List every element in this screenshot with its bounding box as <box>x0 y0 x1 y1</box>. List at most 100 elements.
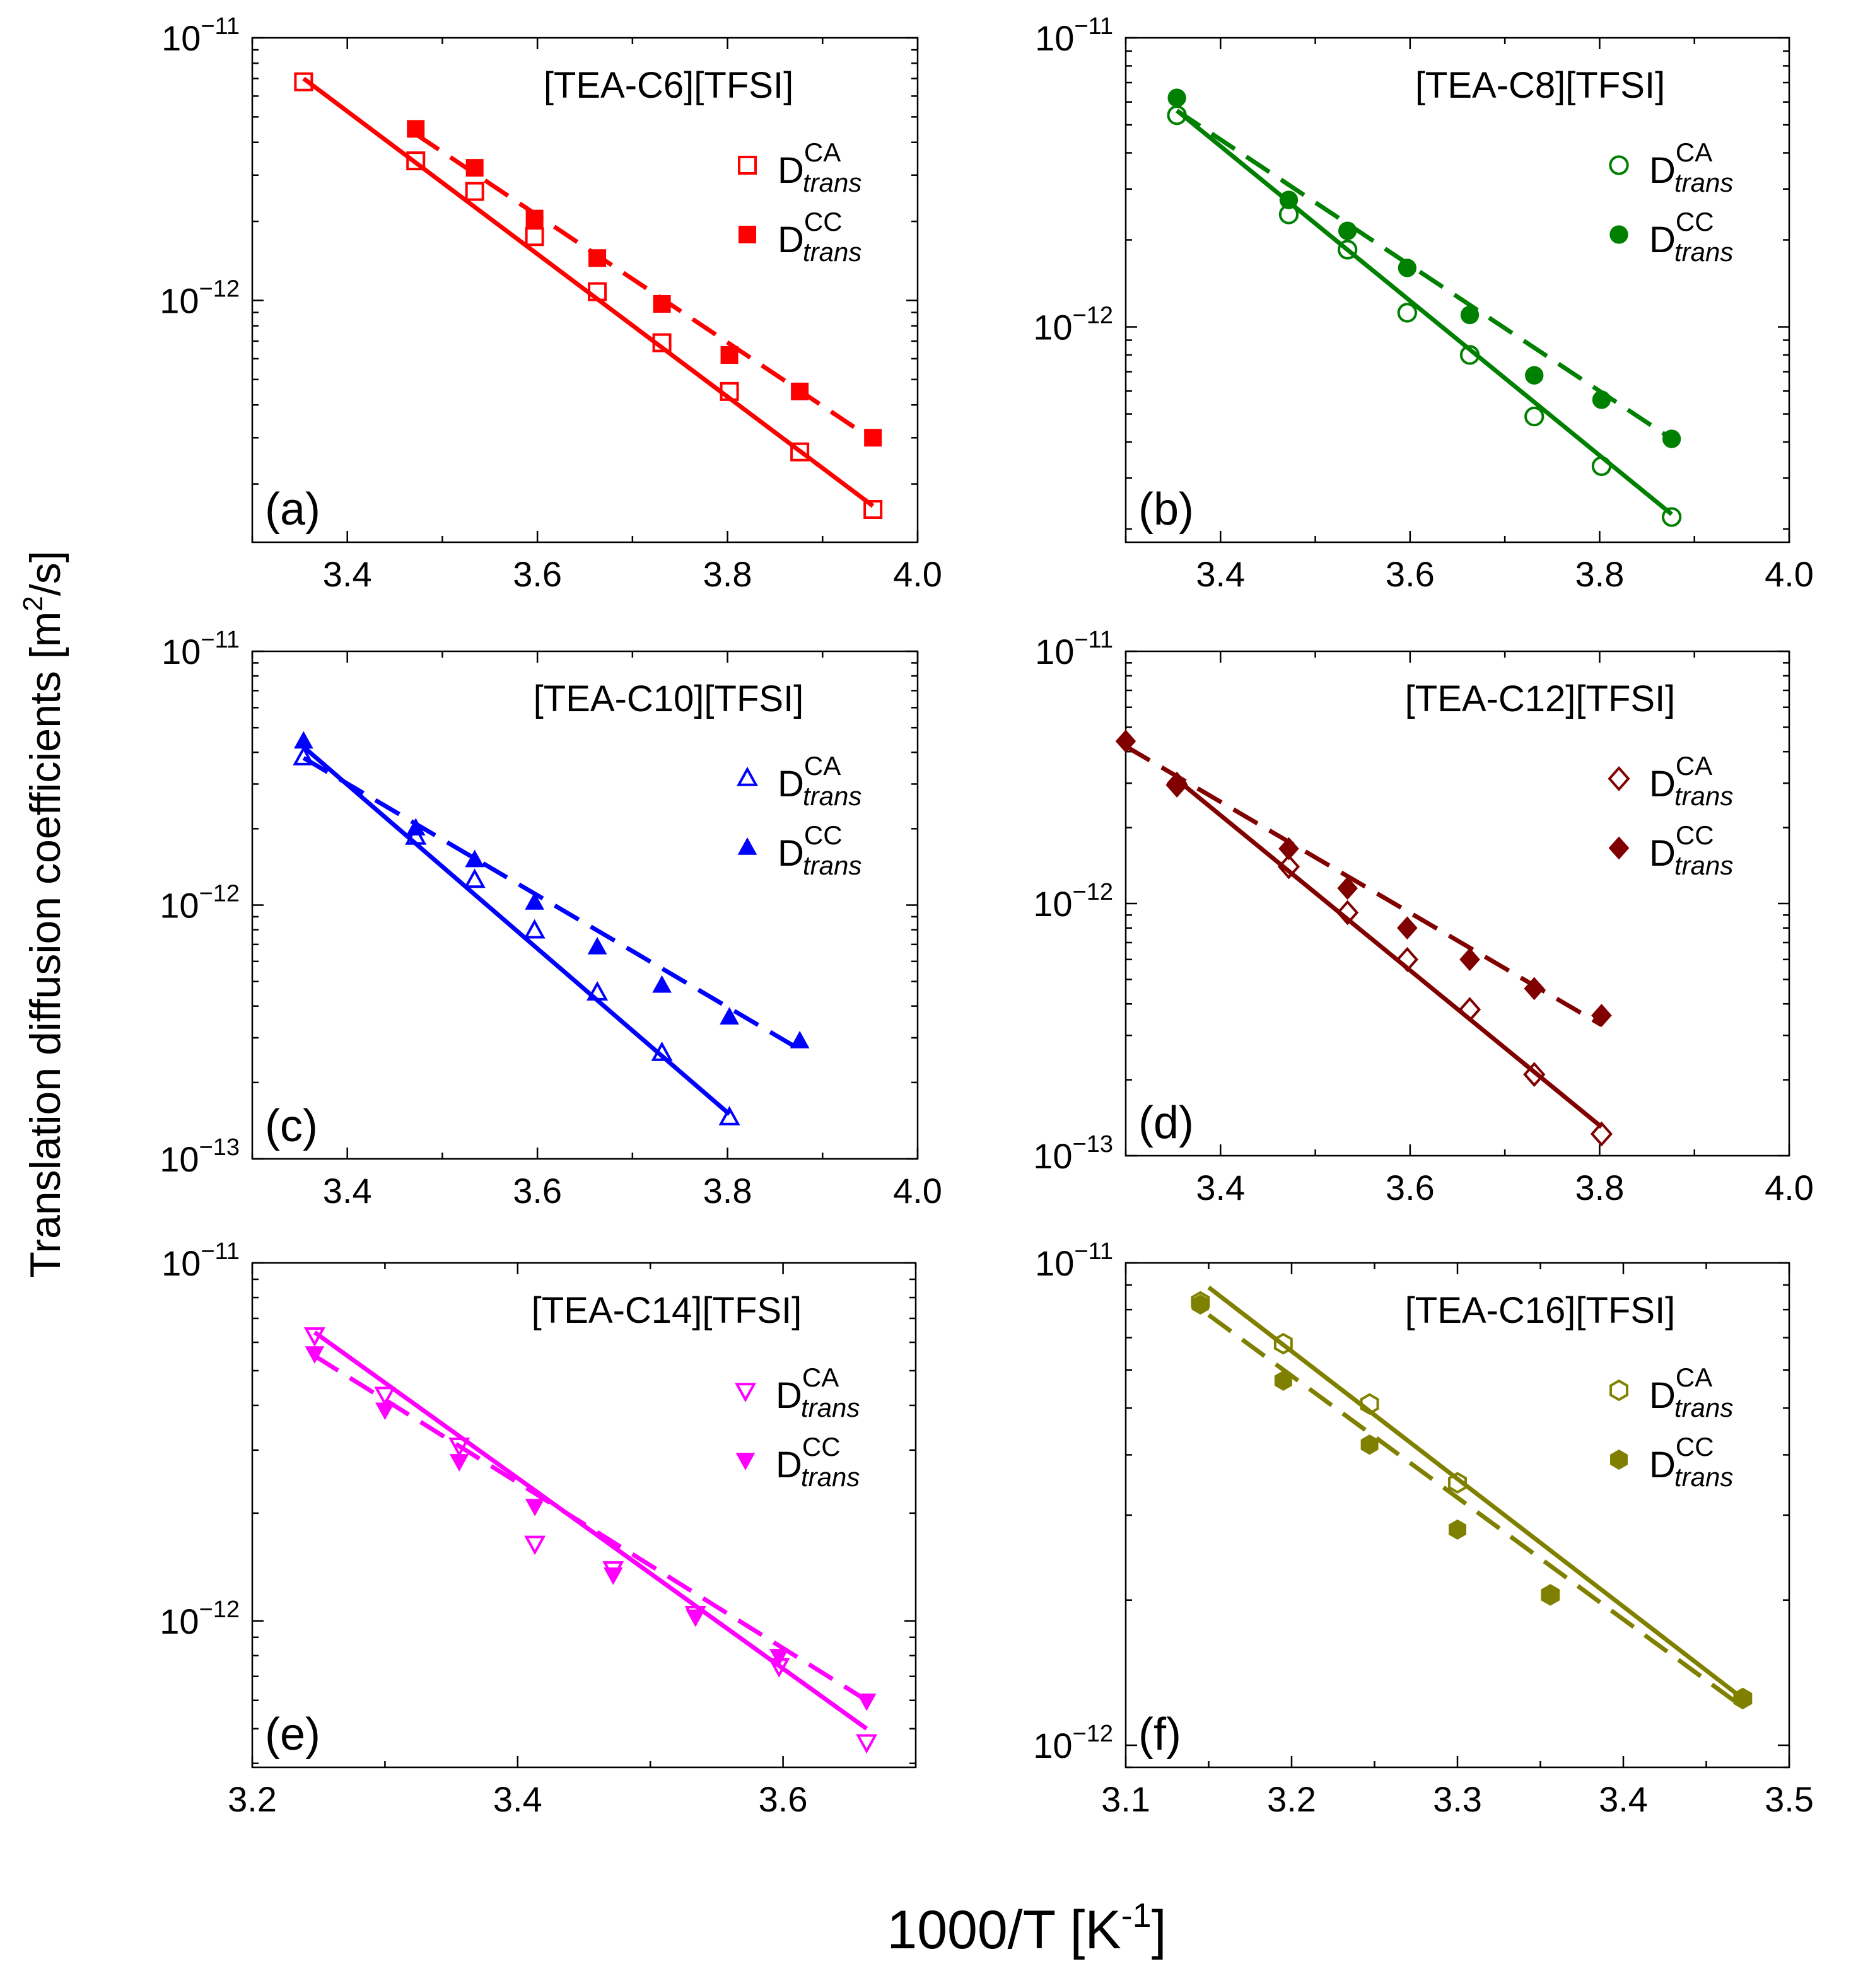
cc-data-point <box>1662 429 1681 448</box>
y-tick-label-base: 10 <box>161 632 201 671</box>
fit-line-solid-ca <box>1175 108 1673 516</box>
ca-data-point <box>406 151 426 171</box>
y-tick-label-base: 10 <box>1033 308 1072 347</box>
cc-data-point <box>1191 1294 1210 1315</box>
x-tick-label: 3.2 <box>1267 1779 1316 1819</box>
legend-label: DCA trans <box>778 751 861 811</box>
ca-data-point <box>652 333 672 352</box>
x-tick-label: 3.6 <box>1386 554 1435 594</box>
y-tick-label: 10−11 <box>161 1238 240 1283</box>
ca-data-point <box>1336 900 1359 926</box>
cc-data-point <box>720 1007 739 1025</box>
panel-title: [TEA-C14][TFSI] <box>532 1290 802 1331</box>
fit-line-dashed-cc <box>1124 744 1603 1027</box>
y-tick-label-exp: −12 <box>199 276 240 302</box>
legend-label-sub: trans <box>1674 1393 1733 1422</box>
x-tick-label: 3.1 <box>1101 1779 1150 1819</box>
ca-data-point <box>718 1105 740 1125</box>
x-tick-label: 3.5 <box>1765 1779 1814 1819</box>
y-tick-label-exp: −11 <box>1074 1238 1113 1265</box>
panel-title: [TEA-C10][TFSI] <box>534 678 804 719</box>
cc-data-point <box>1459 948 1480 972</box>
panel-title: [TEA-C8][TFSI] <box>1415 65 1665 106</box>
y-tick-label: 10−12 <box>1033 1721 1113 1765</box>
cc-data-point <box>465 849 485 868</box>
legend-label-base: D <box>778 833 804 874</box>
ca-data-point <box>587 980 609 1001</box>
ca-data-point <box>374 1386 396 1407</box>
y-tick-label: 10−11 <box>161 13 240 58</box>
cc-data-point <box>791 382 809 400</box>
legend-label: DCC trans <box>1649 207 1733 267</box>
ca-data-point <box>1661 507 1682 527</box>
y-tick-label-exp: −12 <box>1073 303 1113 329</box>
cc-data-point <box>790 1030 810 1049</box>
y-tick-label-exp: −13 <box>199 1134 240 1161</box>
ca-data-point <box>464 868 486 888</box>
legend-label-sup: CA <box>1676 1363 1712 1392</box>
y-tick-label: 10−11 <box>1035 1238 1113 1283</box>
cc-data-point <box>1524 977 1545 1001</box>
ca-data-point <box>1273 1332 1293 1355</box>
x-tick-label: 3.4 <box>1196 554 1245 594</box>
legend-label-sup: CA <box>804 137 841 167</box>
cc-data-point <box>525 892 544 910</box>
cc-data-point <box>686 1609 706 1627</box>
legend-label-sub: trans <box>803 168 861 197</box>
plot-frame <box>251 1262 917 1769</box>
cc-data-point <box>1360 1434 1379 1455</box>
y-axis-label-sup: 2 <box>18 596 49 611</box>
y-tick-label-base: 10 <box>160 1139 199 1179</box>
ca-data-point <box>405 825 427 845</box>
legend-label: DCA trans <box>776 1363 860 1422</box>
ca-data-point <box>525 227 544 247</box>
y-tick-label-exp: −12 <box>1073 879 1113 905</box>
y-tick-label-base: 10 <box>161 18 201 58</box>
legend-label-sub: trans <box>801 1393 860 1422</box>
ca-data-point <box>1459 345 1480 365</box>
legend-marker <box>735 1453 756 1471</box>
legend-marker <box>1610 1449 1628 1470</box>
plot-frame <box>1124 650 1790 1157</box>
x-tick-label: 3.8 <box>703 554 752 594</box>
ca-data-point <box>1397 303 1417 323</box>
panel-title: [TEA-C6][TFSI] <box>544 65 793 106</box>
y-tick-label: 10−12 <box>160 276 240 320</box>
legend-label-sub: trans <box>1674 781 1733 811</box>
cc-data-point <box>406 818 426 836</box>
x-tick-label: 3.8 <box>1575 554 1624 594</box>
y-tick-label-base: 10 <box>1033 1136 1072 1176</box>
y-tick-label-base: 10 <box>160 281 199 320</box>
cc-data-point <box>294 731 313 749</box>
cc-data-point <box>1525 366 1544 385</box>
legend-marker <box>738 156 757 175</box>
cc-data-point <box>1460 305 1480 325</box>
y-tick-label-base: 10 <box>160 886 199 926</box>
x-tick-label: 3.3 <box>1433 1779 1482 1819</box>
legend-label-base: D <box>778 219 804 260</box>
y-tick-label-exp: −11 <box>201 1238 240 1265</box>
cc-data-point <box>525 209 544 228</box>
cc-data-point <box>603 1567 623 1585</box>
ca-data-point <box>448 1438 470 1457</box>
ca-data-point <box>465 182 484 201</box>
legend-label-sup: CC <box>802 1432 841 1462</box>
y-tick-label: 10−12 <box>160 881 240 926</box>
panel-letter: (c) <box>265 1101 318 1151</box>
cc-data-point <box>1591 1004 1612 1027</box>
y-tick-label-exp: −12 <box>199 1596 240 1623</box>
x-tick-label: 3.6 <box>513 1171 562 1211</box>
y-tick-label-exp: −12 <box>199 881 240 907</box>
y-tick-label: 10−12 <box>160 1596 240 1641</box>
x-tick-label: 3.6 <box>759 1779 808 1819</box>
x-tick-label: 3.4 <box>323 554 372 594</box>
y-tick-label-base: 10 <box>1033 1726 1072 1765</box>
ca-data-point <box>293 746 315 765</box>
ca-data-point <box>790 442 810 462</box>
cc-data-point <box>856 1694 877 1711</box>
y-tick-label-base: 10 <box>160 1601 199 1641</box>
